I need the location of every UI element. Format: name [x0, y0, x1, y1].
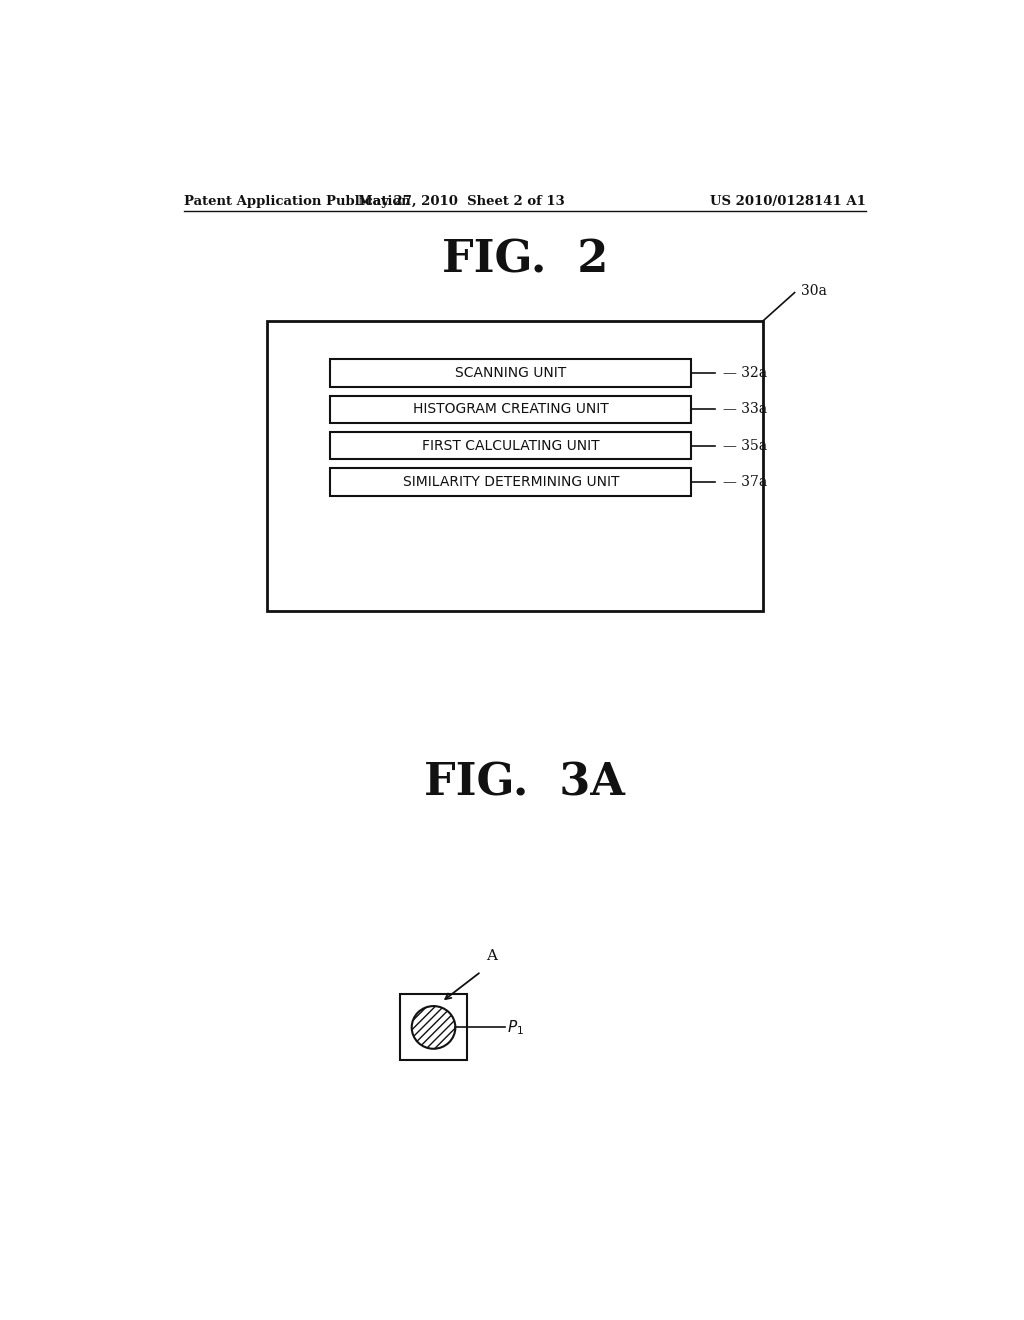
- Text: FIG.  3A: FIG. 3A: [424, 762, 626, 805]
- Bar: [267, 321, 763, 611]
- Bar: [331, 396, 691, 424]
- Text: Patent Application Publication: Patent Application Publication: [183, 194, 411, 207]
- Bar: [331, 469, 691, 495]
- Text: — 33a: — 33a: [723, 403, 767, 416]
- Text: FIG.  2: FIG. 2: [441, 239, 608, 281]
- Text: SCANNING UNIT: SCANNING UNIT: [456, 366, 566, 380]
- Text: FIRST CALCULATING UNIT: FIRST CALCULATING UNIT: [422, 438, 600, 453]
- Bar: [331, 432, 691, 459]
- Bar: [399, 994, 467, 1060]
- Text: — 37a: — 37a: [723, 475, 767, 488]
- Text: — 32a: — 32a: [723, 366, 767, 380]
- Text: — 35a: — 35a: [723, 438, 767, 453]
- Bar: [331, 359, 691, 387]
- Text: HISTOGRAM CREATING UNIT: HISTOGRAM CREATING UNIT: [413, 403, 609, 416]
- Text: 30a: 30a: [801, 284, 826, 297]
- Text: SIMILARITY DETERMINING UNIT: SIMILARITY DETERMINING UNIT: [402, 475, 620, 488]
- Ellipse shape: [412, 1006, 456, 1049]
- Text: May 27, 2010  Sheet 2 of 13: May 27, 2010 Sheet 2 of 13: [358, 194, 564, 207]
- Text: $P_1$: $P_1$: [507, 1018, 524, 1036]
- Text: A: A: [486, 949, 497, 964]
- Text: US 2010/0128141 A1: US 2010/0128141 A1: [711, 194, 866, 207]
